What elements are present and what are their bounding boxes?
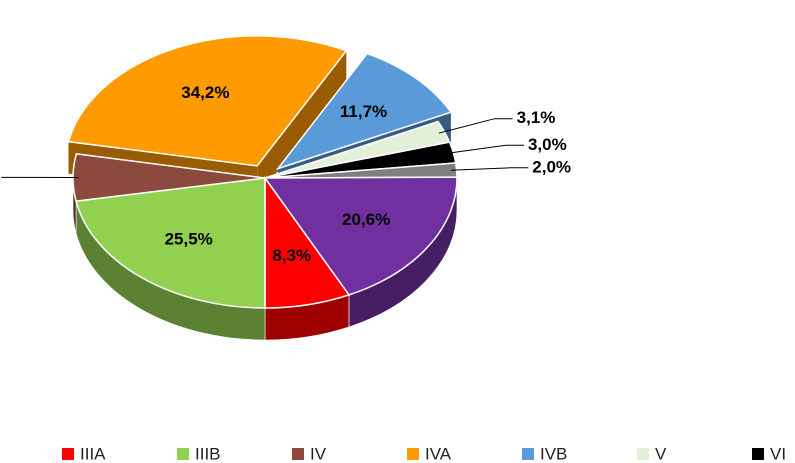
legend-swatch [522, 448, 534, 460]
legend-swatch [292, 448, 304, 460]
legend-swatch [62, 448, 74, 460]
legend-label: IVA [425, 444, 452, 463]
data-label: 34,2% [181, 83, 229, 102]
slice [263, 176, 458, 296]
legend-swatch [177, 448, 189, 460]
legend-swatch [637, 448, 649, 460]
legend-label: IVB [540, 444, 567, 463]
data-label: 8,3% [272, 246, 311, 265]
legend-label: IIIA [80, 444, 106, 463]
legend-swatch [407, 448, 419, 460]
slice-side [257, 50, 347, 198]
data-label: 20,6% [342, 210, 390, 229]
legend-label: IIIB [195, 444, 221, 463]
legend-label: V [655, 444, 667, 463]
leader-line [450, 167, 529, 171]
slice [75, 177, 266, 309]
slice [275, 52, 453, 171]
legend-label: VI [770, 444, 786, 463]
data-label: 3,1% [517, 108, 556, 127]
leader-line [438, 118, 513, 134]
data-label: 3,0% [528, 135, 567, 154]
slice [67, 35, 348, 167]
data-label: 2,0% [532, 157, 571, 176]
data-label: 25,5% [165, 229, 213, 248]
legend-label: IV [310, 444, 327, 463]
legend-swatch [752, 448, 764, 460]
data-label: 11,7% [340, 102, 387, 121]
leader-line [447, 144, 524, 154]
